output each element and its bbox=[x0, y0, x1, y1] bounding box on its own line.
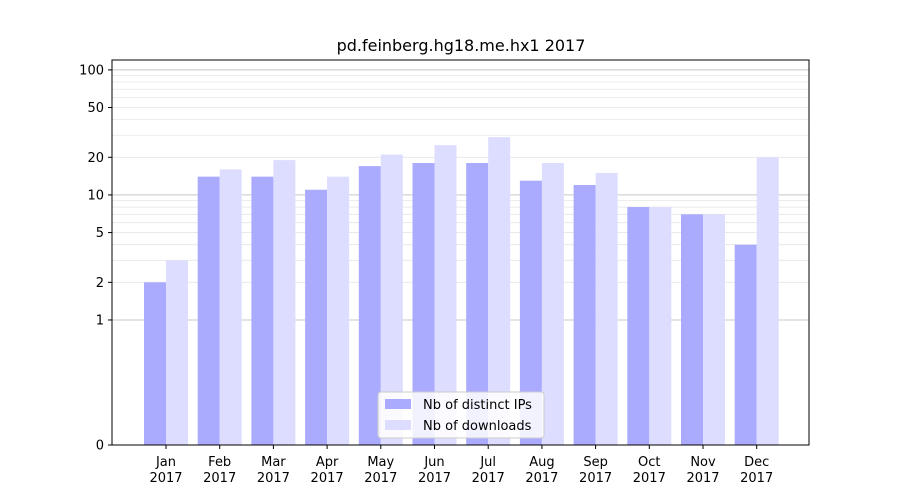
chart-title: pd.feinberg.hg18.me.hx1 2017 bbox=[337, 36, 586, 55]
x-tick-label-month: Jan bbox=[155, 455, 176, 470]
x-tick-label-year: 2017 bbox=[472, 471, 505, 486]
bar-downloads-jan bbox=[166, 260, 188, 445]
x-tick-label-month: Oct bbox=[638, 455, 660, 470]
x-tick-label-year: 2017 bbox=[740, 471, 773, 486]
x-tick-label-year: 2017 bbox=[633, 471, 666, 486]
bar-downloads-apr bbox=[327, 176, 350, 445]
bar-ips-nov bbox=[681, 214, 703, 445]
x-tick-label-month: Sep bbox=[583, 455, 608, 470]
x-tick-label-month: May bbox=[367, 455, 394, 470]
x-tick-label-year: 2017 bbox=[525, 471, 558, 486]
y-tick-label: 10 bbox=[87, 188, 104, 203]
bar-downloads-mar bbox=[273, 160, 296, 445]
bar-ips-jun bbox=[412, 163, 435, 445]
y-tick-label: 5 bbox=[96, 226, 104, 241]
bar-downloads-oct bbox=[649, 207, 672, 445]
x-tick-label-month: Mar bbox=[261, 455, 286, 470]
x-tick-label-month: Apr bbox=[316, 455, 339, 470]
x-tick-label-year: 2017 bbox=[364, 471, 397, 486]
x-tick-label-year: 2017 bbox=[311, 471, 344, 486]
bar-downloads-sep bbox=[595, 172, 618, 445]
x-tick-label-month: Nov bbox=[690, 455, 716, 470]
y-tick-label: 1 bbox=[96, 313, 104, 328]
bar-ips-jan bbox=[144, 282, 166, 445]
bar-downloads-feb bbox=[219, 169, 242, 445]
bars bbox=[144, 137, 779, 446]
bar-ips-sep bbox=[573, 185, 596, 445]
bar-ips-feb bbox=[197, 176, 220, 445]
legend: Nb of distinct IPs Nb of downloads bbox=[377, 391, 545, 439]
x-tick-label-year: 2017 bbox=[203, 471, 236, 486]
y-tick-label: 100 bbox=[79, 63, 104, 78]
y-tick-label: 2 bbox=[96, 276, 104, 291]
bar-downloads-jun bbox=[434, 145, 457, 445]
bar-ips-may bbox=[358, 166, 381, 445]
bar-ips-aug bbox=[519, 180, 542, 445]
x-tick-label-month: Feb bbox=[208, 455, 231, 470]
x-tick-label-month: Dec bbox=[744, 455, 769, 470]
bar-ips-mar bbox=[251, 176, 274, 445]
bar-ips-dec bbox=[734, 244, 757, 445]
y-tick-label: 20 bbox=[87, 151, 104, 166]
legend-box bbox=[377, 391, 545, 439]
bar-downloads-dec bbox=[756, 157, 779, 445]
bar-ips-oct bbox=[627, 207, 650, 445]
x-tick-label-year: 2017 bbox=[579, 471, 612, 486]
bar-downloads-may bbox=[380, 154, 403, 446]
bar-ips-jul bbox=[466, 163, 489, 445]
x-tick-label-month: Aug bbox=[529, 455, 554, 470]
y-tick-label: 50 bbox=[87, 101, 104, 116]
x-tick-label-month: Jul bbox=[479, 455, 496, 470]
x-tick-label-year: 2017 bbox=[149, 471, 182, 486]
x-axis: Jan2017Feb2017Mar2017Apr2017May2017Jun20… bbox=[149, 445, 773, 486]
x-tick-label-year: 2017 bbox=[686, 471, 719, 486]
legend-label-downloads: Nb of downloads bbox=[423, 419, 532, 434]
legend-swatch-ips bbox=[385, 399, 411, 409]
bar-downloads-nov bbox=[703, 214, 725, 445]
x-tick-label-month: Jun bbox=[423, 455, 444, 470]
plot-frame bbox=[111, 59, 810, 446]
bar-downloads-aug bbox=[541, 163, 564, 445]
legend-swatch-downloads bbox=[385, 420, 411, 430]
y-tick-label: 0 bbox=[96, 439, 104, 454]
bar-downloads-jul bbox=[488, 137, 511, 445]
x-tick-label-year: 2017 bbox=[257, 471, 290, 486]
bar-ips-apr bbox=[305, 189, 328, 445]
x-tick-label-year: 2017 bbox=[418, 471, 451, 486]
legend-label-ips: Nb of distinct IPs bbox=[423, 398, 532, 413]
y-axis: 0 1 2 5 10 20 50 100 bbox=[79, 63, 112, 454]
